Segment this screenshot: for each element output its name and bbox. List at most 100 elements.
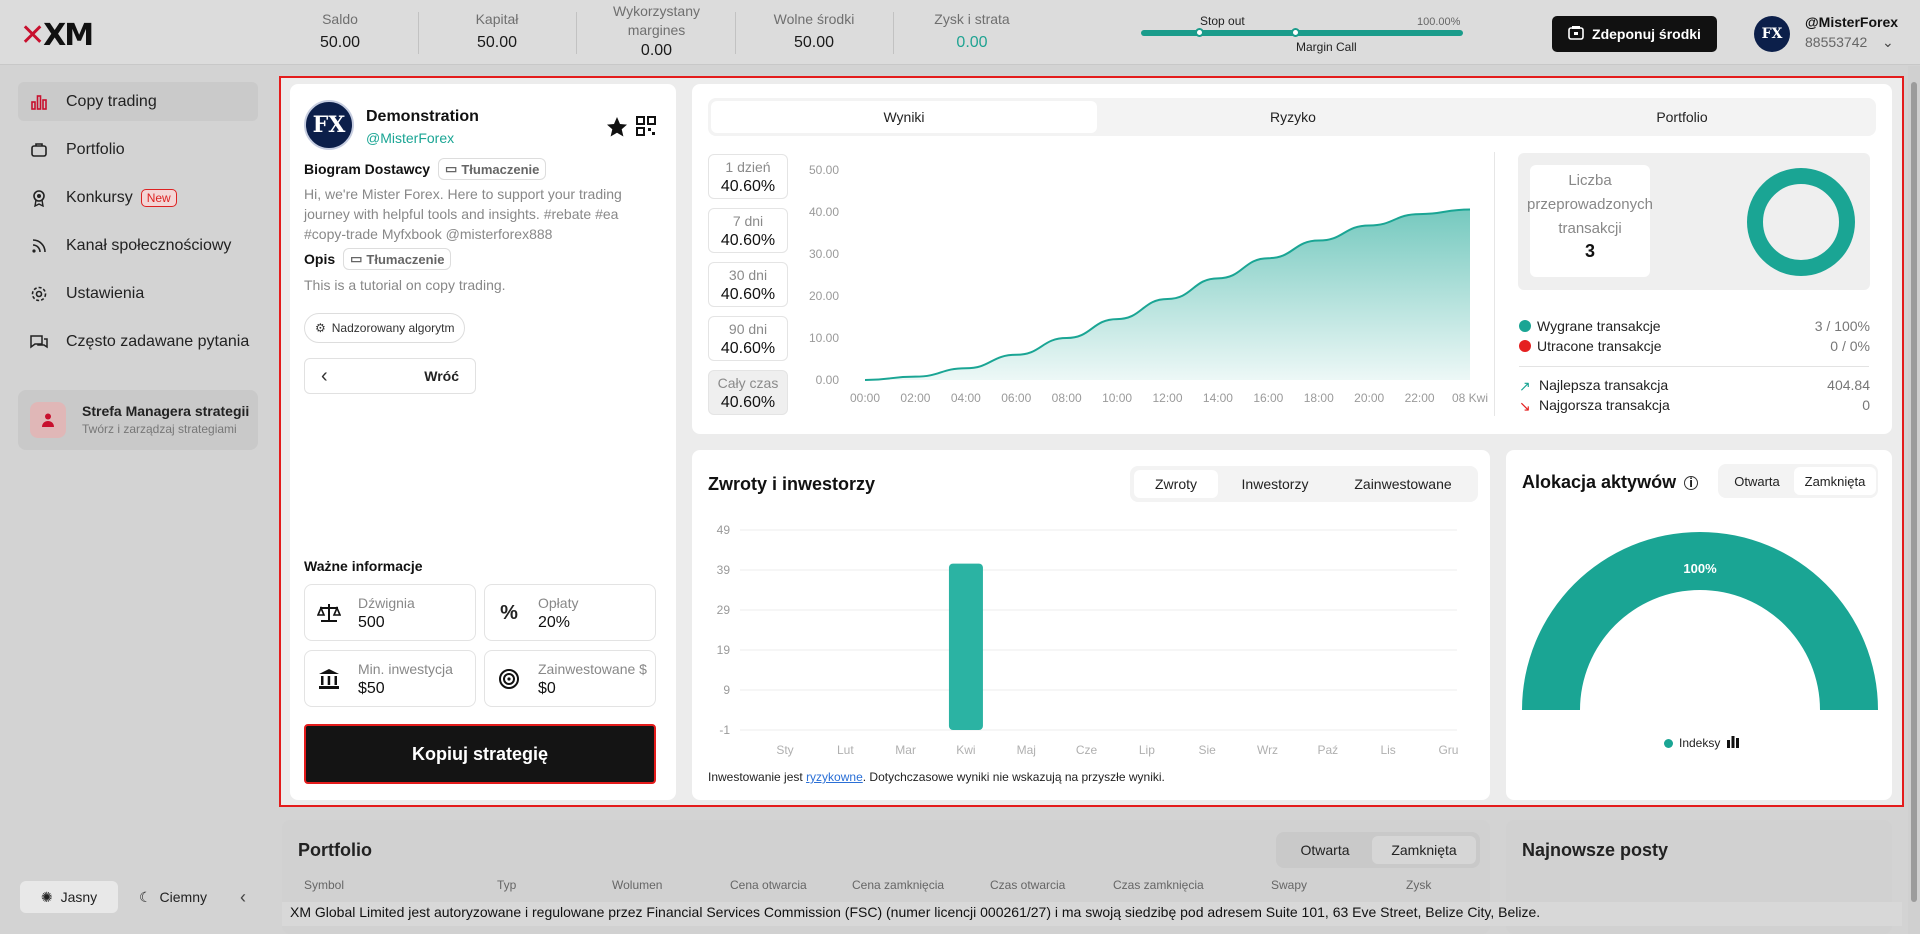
leverage-label: Dźwignia [358, 595, 415, 611]
manager-title: Strefa Managera strategii [82, 403, 250, 419]
period-label: 7 dni [732, 213, 764, 229]
risk-disclaimer: Inwestowanie jest ryzykowne. Dotychczaso… [708, 770, 1165, 784]
period-30-days[interactable]: 30 dni 40.60% [708, 262, 788, 307]
y-tick-label: 39 [717, 563, 731, 577]
stat-label: Wolne środki [773, 11, 855, 27]
theme-dark-button[interactable]: ☾ Ciemny [128, 881, 218, 913]
scrollbar-thumb[interactable] [1911, 82, 1917, 902]
sidebar-item-social-feed[interactable]: Kanał społecznościowy [18, 226, 258, 265]
important-info-heading: Ważne informacje [304, 558, 423, 574]
portfolio-title: Portfolio [298, 840, 372, 860]
tab-open[interactable]: Otwarta [1734, 473, 1780, 489]
column-symbol[interactable]: Symbol [304, 878, 345, 892]
allocation-card: Alokacja aktywów i Otwarta Zamknięta 100… [1506, 450, 1892, 800]
margin-percent: 100.00% [1417, 16, 1461, 28]
risk-link[interactable]: ryzykowne [806, 770, 863, 784]
min-investment-value: $50 [358, 680, 385, 697]
provider-handle[interactable]: @MisterForex [366, 130, 455, 146]
top-bar: ✕XM Saldo 50.00 Kapitał 50.00 Wykorzysta… [0, 0, 1920, 65]
qr-code-icon[interactable] [636, 116, 656, 139]
x-tick-label: 20:00 [1354, 391, 1384, 405]
deposit-button[interactable]: Zdeponuj środki [1552, 16, 1717, 52]
sidebar-item-settings[interactable]: Ustawienia [18, 274, 258, 313]
allocation-legend: Indeksy [1664, 735, 1740, 751]
y-tick-label: 19 [717, 643, 731, 657]
worst-trade-value: 0 [1862, 397, 1870, 413]
tab-closed[interactable]: Zamknięta [1372, 836, 1476, 864]
translate-icon: ▭ [445, 161, 458, 176]
tab-investors[interactable]: Inwestorzy [1241, 476, 1309, 492]
bio-heading: Biogram Dostawcy [304, 161, 431, 177]
user-avatar[interactable]: FX [1754, 16, 1790, 52]
sidebar-item-faq[interactable]: Często zadawane pytania [18, 322, 258, 361]
period-90-days[interactable]: 90 dni 40.60% [708, 316, 788, 361]
period-value: 40.60% [720, 178, 776, 195]
column-open-time[interactable]: Czas otwarcia [990, 878, 1066, 892]
sidebar-item-portfolio[interactable]: Portfolio [18, 130, 258, 169]
tab-portfolio[interactable]: Portfolio [1656, 109, 1708, 125]
stat-value: 50.00 [793, 34, 835, 51]
tab-results[interactable]: Wyniki [711, 101, 1097, 133]
chevron-down-icon[interactable]: ⌄ [1882, 34, 1894, 50]
trades-count-value: 3 [1584, 241, 1595, 261]
x-tick-label: Lut [837, 743, 854, 757]
sidebar-item-copy-trading[interactable]: Copy trading [18, 82, 258, 121]
leverage-box: Dźwignia 500 [304, 584, 476, 641]
tab-risk[interactable]: Ryzyko [1270, 109, 1316, 125]
x-tick-label: 06:00 [1001, 391, 1031, 405]
period-all-time[interactable]: Cały czas 40.60% [708, 370, 788, 415]
y-tick-label: 29 [717, 603, 731, 617]
monthly-returns-bar-chart: -1 9 19 29 39 49 Sty Lut Mar Kwi Maj Cze Lip Sie Wrz Pa… [717, 523, 1459, 757]
column-profit[interactable]: Zysk [1406, 878, 1432, 892]
period-value: 40.60% [720, 394, 776, 411]
bio-heading-row: Biogram Dostawcy ▭ Tłumaczenie [304, 158, 547, 180]
asset-allocation-gauge [1522, 532, 1878, 710]
column-swaps[interactable]: Swapy [1271, 878, 1308, 892]
tab-open[interactable]: Otwarta [1300, 842, 1350, 858]
period-1-day[interactable]: 1 dzień 40.60% [708, 154, 788, 199]
period-7-days[interactable]: 7 dni 40.60% [708, 208, 788, 253]
tab-closed[interactable]: Zamknięta [1794, 467, 1876, 495]
back-button[interactable]: ‹ Wróć [304, 358, 476, 394]
donut-slice [1747, 168, 1855, 276]
strategy-manager-zone[interactable]: Strefa Managera strategii Twórz i zarząd… [18, 390, 258, 450]
star-icon[interactable] [606, 116, 628, 141]
x-tick-label: Lip [1139, 743, 1155, 757]
y-tick-label: 10.00 [809, 331, 839, 345]
allocation-percent-label: 100% [1683, 561, 1717, 576]
divider [1519, 366, 1869, 367]
divider [418, 12, 419, 54]
theme-light-button[interactable]: ✺ Jasny [20, 881, 118, 913]
column-close-time[interactable]: Czas zamknięcia [1113, 878, 1204, 892]
legend-dot [1664, 738, 1673, 748]
xm-logo[interactable]: ✕XM [20, 18, 94, 53]
divider [1494, 152, 1495, 416]
worst-trade-label: Najgorsza transakcja [1539, 397, 1670, 413]
copy-strategy-button[interactable]: Kopiuj strategię [304, 724, 656, 784]
won-value: 3 / 100% [1814, 318, 1870, 334]
translate-bio-button[interactable]: ▭ Tłumaczenie [438, 158, 547, 180]
x-tick-label: 12:00 [1152, 391, 1182, 405]
column-close-price[interactable]: Cena zamknięcia [852, 878, 945, 892]
stat-value: 50.00 [476, 34, 518, 51]
info-icon[interactable]: i [1684, 475, 1699, 490]
column-volume[interactable]: Wolumen [612, 878, 663, 892]
sidebar-item-contests[interactable]: Konkursy New [18, 178, 258, 217]
manager-subtitle: Twórz i zarządzaj strategiami [82, 422, 237, 436]
stop-out-label: Stop out [1200, 14, 1245, 28]
tab-invested[interactable]: Zainwestowane [1354, 476, 1452, 492]
new-badge: New [140, 188, 177, 207]
scrollbar-track[interactable] [1908, 66, 1920, 934]
collapse-sidebar-icon[interactable]: ‹ [240, 886, 246, 907]
tab-returns[interactable]: Zwroty [1134, 470, 1218, 498]
translate-description-button[interactable]: ▭ Tłumaczenie [343, 248, 452, 270]
user-name[interactable]: @MisterForex [1805, 14, 1899, 30]
allocation-title-row: Alokacja aktywów i [1522, 472, 1699, 493]
stat-profit-loss: Zysk i strata 0.00 [922, 10, 1022, 54]
provider-avatar: FX [304, 100, 354, 150]
gear-icon [28, 285, 50, 303]
column-type[interactable]: Typ [497, 878, 517, 892]
y-tick-label: 9 [723, 683, 730, 697]
period-label: 90 dni [728, 321, 768, 337]
column-open-price[interactable]: Cena otwarcia [730, 878, 807, 892]
